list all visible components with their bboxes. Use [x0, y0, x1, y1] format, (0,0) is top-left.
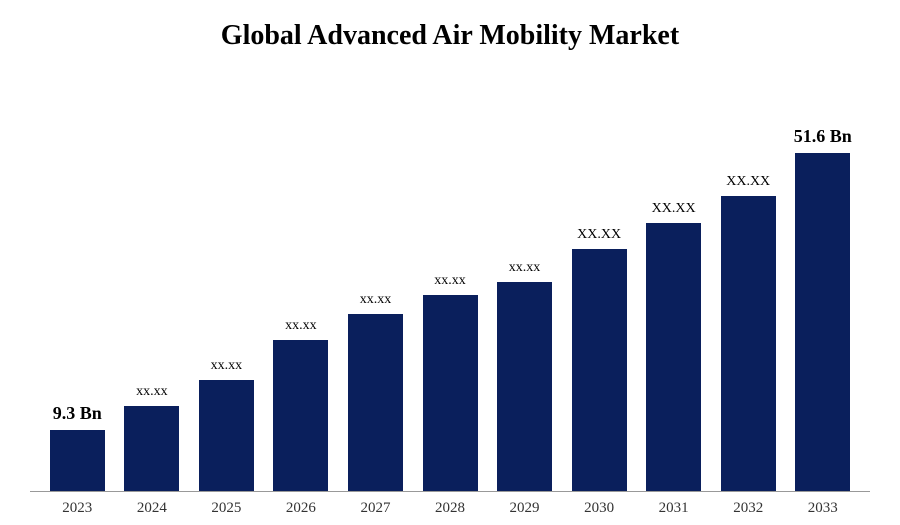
- bar-group: xx.xx: [413, 82, 488, 491]
- x-axis-label: 2024: [115, 500, 190, 517]
- bar-group: XX.XX: [562, 82, 637, 491]
- bar-value-label: xx.xx: [434, 273, 466, 289]
- bar-group: 51.6 Bn: [785, 82, 860, 491]
- bar-group: 9.3 Bn: [40, 82, 115, 491]
- bar-value-label: xx.xx: [136, 384, 168, 400]
- chart-plot-area: 9.3 Bn xx.xx xx.xx xx.xx xx.xx xx.xx xx.xx XX.X…: [30, 82, 870, 492]
- bar-group: xx.xx: [189, 82, 264, 491]
- bars-container: 9.3 Bn xx.xx xx.xx xx.xx xx.xx xx.xx xx.xx XX.X…: [30, 82, 870, 491]
- x-axis-label: 2030: [562, 500, 637, 517]
- x-axis: 2023202420252026202720282029203020312032…: [30, 492, 870, 517]
- bar-value-label: XX.XX: [726, 174, 770, 190]
- x-axis-label: 2031: [636, 500, 711, 517]
- bar: [572, 249, 627, 491]
- bar: [199, 380, 254, 491]
- bar-value-label: XX.XX: [577, 227, 621, 243]
- bar-value-label: xx.xx: [509, 260, 541, 276]
- x-axis-label: 2025: [189, 500, 264, 517]
- bar: [423, 295, 478, 491]
- bar-value-label: 51.6 Bn: [794, 126, 852, 147]
- chart-title: Global Advanced Air Mobility Market: [30, 20, 870, 52]
- bar: [273, 340, 328, 491]
- bar: [124, 406, 179, 491]
- bar-group: XX.XX: [636, 82, 711, 491]
- x-axis-label: 2028: [413, 500, 488, 517]
- bar-group: xx.xx: [264, 82, 339, 491]
- bar: [721, 196, 776, 491]
- bar-group: xx.xx: [338, 82, 413, 491]
- x-axis-label: 2026: [264, 500, 339, 517]
- bar: [497, 282, 552, 491]
- bar: [795, 153, 850, 491]
- x-axis-label: 2023: [40, 500, 115, 517]
- x-axis-label: 2027: [338, 500, 413, 517]
- x-axis-label: 2029: [487, 500, 562, 517]
- bar-value-label: XX.XX: [652, 201, 696, 217]
- bar-value-label: 9.3 Bn: [53, 403, 102, 424]
- bar-value-label: xx.xx: [285, 318, 317, 334]
- x-axis-label: 2032: [711, 500, 786, 517]
- bar: [646, 223, 701, 491]
- bar: [50, 430, 105, 491]
- bar-value-label: xx.xx: [211, 358, 243, 374]
- bar: [348, 314, 403, 491]
- x-axis-label: 2033: [785, 500, 860, 517]
- bar-value-label: xx.xx: [360, 292, 392, 308]
- bar-group: xx.xx: [115, 82, 190, 491]
- bar-group: xx.xx: [487, 82, 562, 491]
- bar-group: XX.XX: [711, 82, 786, 491]
